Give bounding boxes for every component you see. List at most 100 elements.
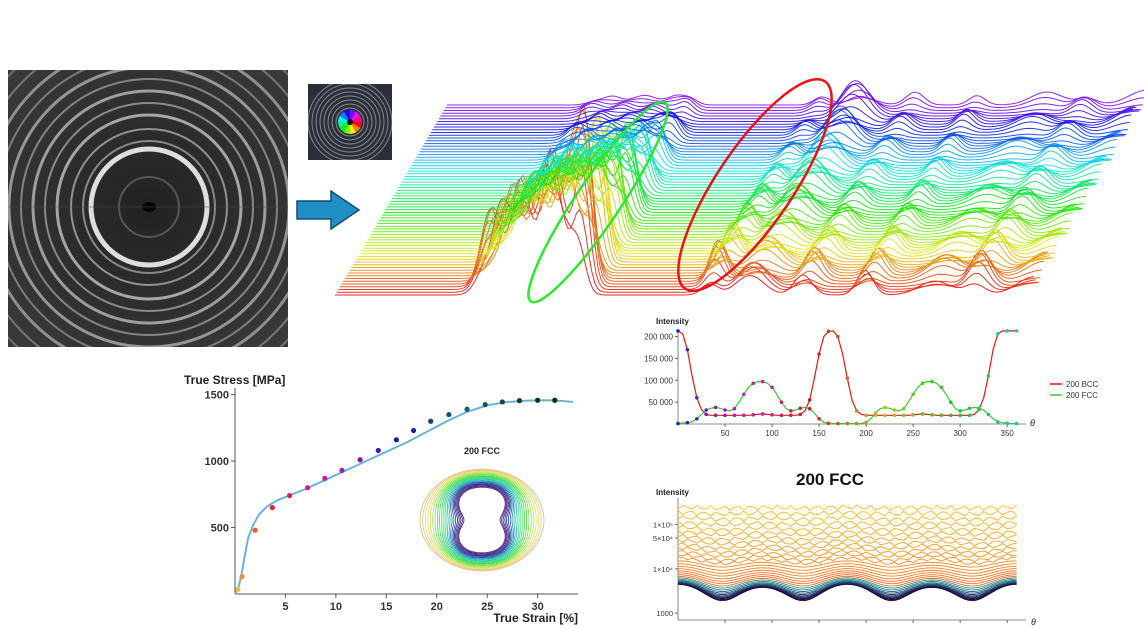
inset-polar-line <box>458 486 506 554</box>
thumbnail-ring <box>311 84 389 160</box>
inset-polar-line <box>429 472 535 568</box>
inset-polar-line <box>441 476 523 564</box>
series-point-marker <box>713 405 718 410</box>
waterfall-profile-line <box>374 134 1074 230</box>
waterfall-profile-line <box>370 120 1070 235</box>
data-point-marker <box>322 475 328 481</box>
series-point-marker <box>742 413 746 418</box>
series-point-marker <box>1014 329 1019 333</box>
log-series-line <box>677 545 1017 555</box>
log-series-line <box>677 515 1017 523</box>
series-point-marker <box>1014 421 1019 426</box>
series-point-marker <box>939 385 944 390</box>
y-tick-label: 1×10⁴ <box>653 565 673 574</box>
green-highlight-ellipse <box>527 100 669 304</box>
series-point-marker <box>883 413 887 418</box>
series-point-marker <box>958 413 962 418</box>
series-point-marker <box>817 352 821 356</box>
series-point-marker <box>704 408 709 412</box>
waterfall-profile-line <box>447 89 1144 106</box>
log-series-line <box>677 577 1017 589</box>
series-point-marker <box>742 392 746 397</box>
red-highlight-ellipse <box>677 77 833 293</box>
series-point-marker <box>760 379 765 384</box>
waterfall-profile-line <box>430 111 1130 133</box>
log-series-line <box>677 530 1017 537</box>
data-point-marker <box>393 437 400 443</box>
x-tick-label: 200 <box>859 429 873 438</box>
thumbnail-color-wedge <box>350 122 362 128</box>
x-tick-label: 25 <box>481 601 493 613</box>
series-point-marker <box>807 406 812 411</box>
y-tick-label: 1×10⁵ <box>653 521 673 530</box>
series-point-marker <box>939 413 944 418</box>
waterfall-profile-line <box>445 95 1144 109</box>
series-point-marker <box>911 392 915 397</box>
series-point-marker <box>911 413 915 417</box>
series-point-marker <box>685 347 690 352</box>
series-point-marker <box>826 329 831 334</box>
waterfall-profile-line <box>427 108 1127 139</box>
x-tick-label: 30 <box>532 601 544 613</box>
series-point-marker <box>798 406 803 411</box>
x-tick-label: 15 <box>380 601 392 613</box>
thumbnail-color-wedge <box>344 122 350 134</box>
x-tick-label: 150 <box>812 429 826 438</box>
data-point-marker <box>286 493 293 499</box>
series-point-marker <box>883 405 887 410</box>
series-point-marker <box>732 413 737 418</box>
waterfall-profile-line <box>344 128 1044 279</box>
log-series-line <box>677 520 1017 527</box>
legend-label: 200 FCC <box>1066 391 1098 400</box>
waterfall-profile-line <box>417 123 1117 156</box>
series-point-marker <box>892 413 897 418</box>
x-tick-label: 10 <box>330 601 342 613</box>
log-series-line <box>677 580 1017 594</box>
series-point-marker <box>948 400 953 404</box>
waterfall-profile-line <box>440 80 1140 117</box>
series-point-marker <box>695 395 699 400</box>
series-point-marker <box>770 413 774 417</box>
series-line <box>677 330 1017 416</box>
waterfall-profile-line <box>385 123 1085 211</box>
series-point-marker <box>901 413 906 418</box>
x-tick-label: 50 <box>721 429 730 438</box>
thumbnail-color-wedge <box>339 122 350 133</box>
waterfall-profile-line <box>343 109 1043 282</box>
series-point-marker <box>676 329 680 333</box>
waterfall-profile-line <box>357 117 1057 257</box>
thumbnail-ring <box>315 87 385 157</box>
thumbnail-ring <box>327 99 373 145</box>
waterfall-profile-line <box>396 138 1096 191</box>
x-tick-label: 250 <box>906 429 920 438</box>
series-point-marker <box>864 420 868 425</box>
log-series-line <box>677 560 1017 568</box>
log-series-line <box>677 568 1017 577</box>
waterfall-profile-line <box>356 114 1056 260</box>
inset-polar-line <box>437 474 527 566</box>
inset-polar-line <box>427 471 537 569</box>
right-arrow-icon <box>296 189 361 231</box>
stress-strain-curve <box>234 399 574 595</box>
inset-polar-line <box>432 473 532 567</box>
thumbnail-color-wedge <box>344 110 350 122</box>
data-point-marker <box>464 406 470 412</box>
bcc-fcc-intensity-chart: Intensity 50 100 150 200 250 300 350 50 000 100 … <box>644 317 1099 438</box>
inset-polar-line <box>457 486 507 554</box>
y-tick-label: 1000 <box>205 456 229 468</box>
data-point-marker <box>428 418 434 424</box>
waterfall-profile-line <box>380 145 1080 219</box>
series-point-marker <box>779 413 784 418</box>
inset-polar-line <box>450 480 514 560</box>
inset-polar-line <box>453 483 511 557</box>
waterfall-profile-line <box>354 128 1054 263</box>
waterfall-profile-line <box>411 130 1111 167</box>
ss-y-label: True Stress [MPa] <box>184 373 285 387</box>
waterfall-profile-line <box>437 93 1137 122</box>
waterfall-profile-line <box>395 139 1095 194</box>
series-point-marker <box>807 398 812 402</box>
data-point-marker <box>446 411 452 418</box>
diffraction-ring-image <box>8 70 288 347</box>
waterfall-profile-line <box>336 149 1036 293</box>
waterfall-profile-line <box>404 137 1104 178</box>
